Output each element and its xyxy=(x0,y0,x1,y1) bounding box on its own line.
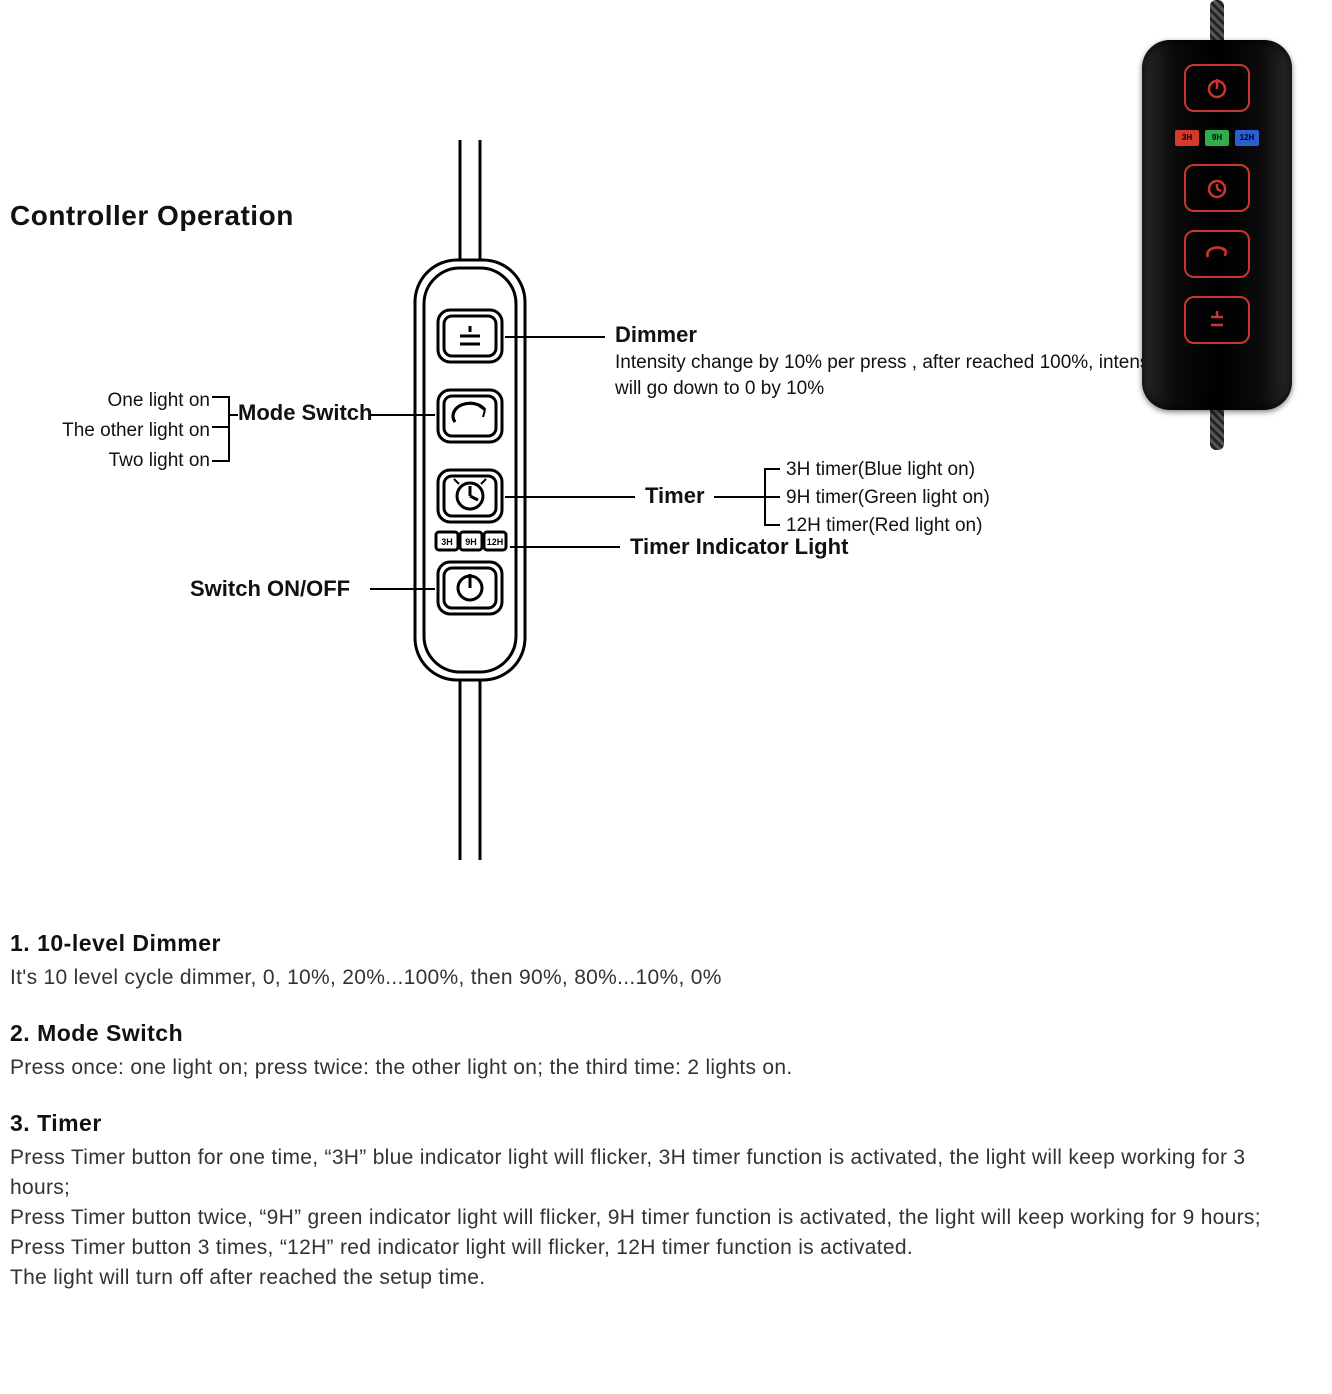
indicator-label: Timer Indicator Light xyxy=(630,534,848,560)
indicator-9h: 9H xyxy=(465,537,477,547)
connector xyxy=(764,468,780,470)
mode-sub-2: The other light on xyxy=(10,416,210,446)
power-label: Switch ON/OFF xyxy=(190,576,350,602)
section-1-heading: 1. 10-level Dimmer xyxy=(10,930,1302,957)
connector xyxy=(228,396,230,462)
mode-sub-1: One light on xyxy=(10,386,210,416)
photo-led-12h: 12H xyxy=(1235,130,1259,146)
timer-label: Timer xyxy=(645,483,705,509)
connector xyxy=(370,588,435,590)
connector xyxy=(505,336,605,338)
indicator-12h: 12H xyxy=(487,537,504,547)
photo-power-button xyxy=(1184,64,1250,112)
mode-sub-3: Two light on xyxy=(10,446,210,476)
connector xyxy=(228,414,238,416)
dimmer-label: Dimmer xyxy=(615,322,697,348)
connector xyxy=(714,496,764,498)
dimmer-desc: Intensity change by 10% per press , afte… xyxy=(615,350,1175,402)
mode-label: Mode Switch xyxy=(238,400,372,426)
connector xyxy=(212,460,228,462)
photo-led-3h: 3H xyxy=(1175,130,1199,146)
photo-led-row: 3H 9H 12H xyxy=(1175,130,1259,146)
timer-sub-2: 9H timer(Green light on) xyxy=(786,484,990,512)
connector xyxy=(764,524,780,526)
section-2-body: Press once: one light on; press twice: t… xyxy=(10,1053,1302,1083)
section-1-body: It's 10 level cycle dimmer, 0, 10%, 20%.… xyxy=(10,963,1302,993)
photo-led-9h: 9H xyxy=(1205,130,1229,146)
connector xyxy=(510,546,620,548)
timer-sub-1: 3H timer(Blue light on) xyxy=(786,456,990,484)
section-2-heading: 2. Mode Switch xyxy=(10,1020,1302,1047)
connector xyxy=(370,414,435,416)
photo-mode-button xyxy=(1184,230,1250,278)
photo-timer-button xyxy=(1184,164,1250,212)
connector xyxy=(212,396,228,398)
indicator-3h: 3H xyxy=(441,537,453,547)
page-title: Controller Operation xyxy=(10,200,294,232)
controller-photo: 3H 9H 12H xyxy=(1122,0,1312,450)
connector xyxy=(212,426,228,428)
photo-dimmer-button xyxy=(1184,296,1250,344)
section-3-body: Press Timer button for one time, “3H” bl… xyxy=(10,1143,1302,1293)
section-3-heading: 3. Timer xyxy=(10,1110,1302,1137)
controller-diagram: 3H 9H 12H xyxy=(360,140,580,860)
connector xyxy=(505,496,635,498)
connector xyxy=(764,496,780,498)
